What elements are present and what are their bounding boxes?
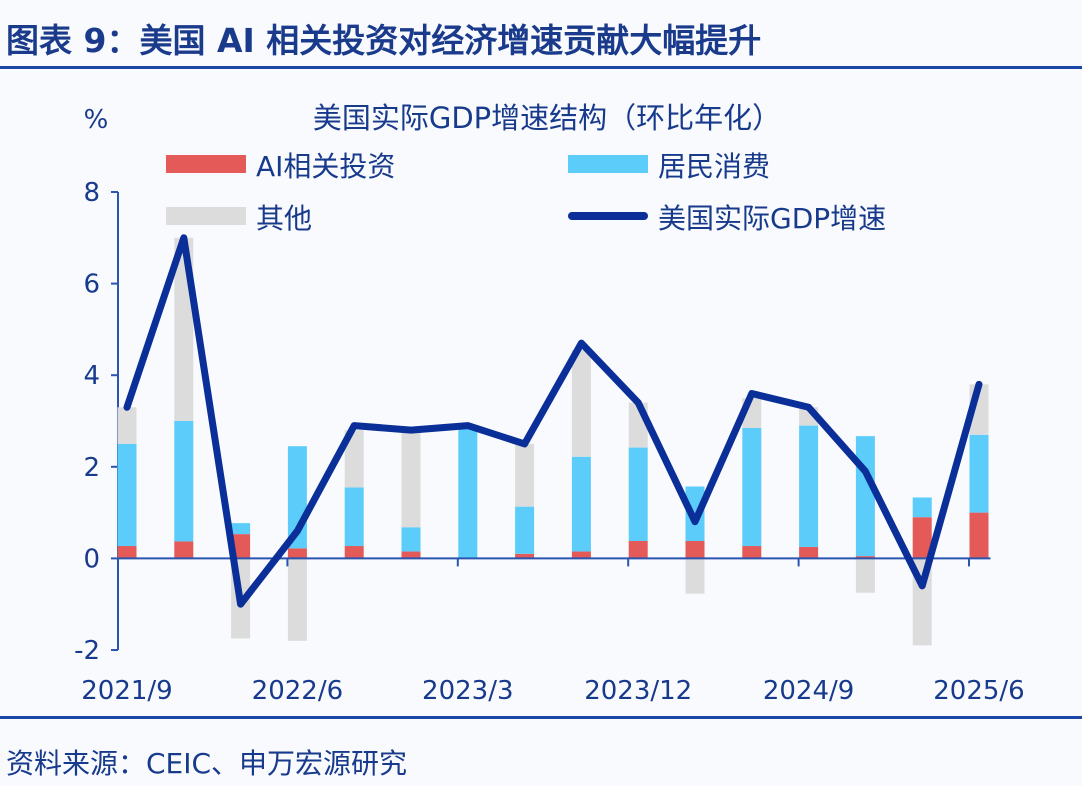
y-tick-label: 4 <box>83 361 100 391</box>
legend-label-consumption: 居民消费 <box>658 150 770 183</box>
bar-consumption <box>969 434 989 513</box>
bar-ai <box>742 546 762 559</box>
footer-divider <box>0 716 1082 719</box>
y-tick-label: 0 <box>83 544 100 574</box>
x-tick-label: 2024/9 <box>763 676 854 706</box>
gdp-line <box>123 234 983 608</box>
bar-ai <box>912 517 932 559</box>
legend-swatch-ai <box>166 155 246 173</box>
bar-ai <box>344 546 364 559</box>
bar-ai <box>174 541 194 559</box>
bar-consumption <box>231 523 251 535</box>
y-tick-label: -2 <box>74 636 100 666</box>
x-tick-label: 2025/6 <box>933 676 1024 706</box>
bar-consumption <box>742 427 762 547</box>
bar-other <box>287 558 307 641</box>
y-axis-unit: % <box>84 105 109 135</box>
legend-swatch-consumption <box>568 155 648 173</box>
bar-other <box>401 432 421 528</box>
bar-other <box>685 558 705 594</box>
bar-ai <box>685 540 705 559</box>
bar-consumption <box>571 456 591 552</box>
bar-other <box>515 443 535 507</box>
bar-ai <box>117 546 137 559</box>
bar-consumption <box>515 506 535 554</box>
bar-ai <box>969 512 989 559</box>
bar-ai <box>571 551 591 559</box>
bar-consumption <box>628 447 648 541</box>
y-tick-label: 6 <box>83 270 100 300</box>
bar-ai <box>287 548 307 559</box>
y-tick-label: 8 <box>83 178 100 208</box>
bar-other <box>571 350 591 457</box>
header-divider <box>0 66 1082 69</box>
legend-swatch-other <box>166 207 246 225</box>
chart-title: 美国实际GDP增速结构（环比年化） <box>313 101 781 135</box>
bar-consumption <box>174 421 194 542</box>
bar-consumption <box>912 497 932 518</box>
x-tick-label: 2021/9 <box>81 676 172 706</box>
x-tick-label: 2023/12 <box>584 676 692 706</box>
bar-other <box>344 430 364 488</box>
bar-consumption <box>458 426 478 558</box>
legend-label-other: 其他 <box>256 202 312 235</box>
bar-other <box>117 407 137 444</box>
bar-ai <box>799 546 819 559</box>
source-note: 资料来源：CEIC、申万宏源研究 <box>6 747 407 780</box>
y-tick-label: 2 <box>83 453 100 483</box>
bar-consumption <box>344 487 364 547</box>
bar-ai <box>401 551 421 559</box>
x-tick-label: 2022/6 <box>252 676 343 706</box>
legend-label-ai: AI相关投资 <box>256 150 395 183</box>
bar-consumption <box>117 443 137 547</box>
bar-ai <box>515 553 535 559</box>
bar-consumption <box>401 527 421 552</box>
bar-consumption <box>855 436 875 557</box>
bar-other <box>855 558 875 593</box>
x-tick-label: 2023/3 <box>422 676 513 706</box>
bar-ai <box>628 540 648 559</box>
legend-label-gdp: 美国实际GDP增速 <box>658 202 886 235</box>
legend: AI相关投资 居民消费 其他 美国实际GDP增速 <box>166 150 886 235</box>
figure-header-title: 图表 9：美国 AI 相关投资对经济增速贡献大幅提升 <box>6 21 761 60</box>
bar-consumption <box>799 425 819 547</box>
bar-ai <box>855 556 875 559</box>
